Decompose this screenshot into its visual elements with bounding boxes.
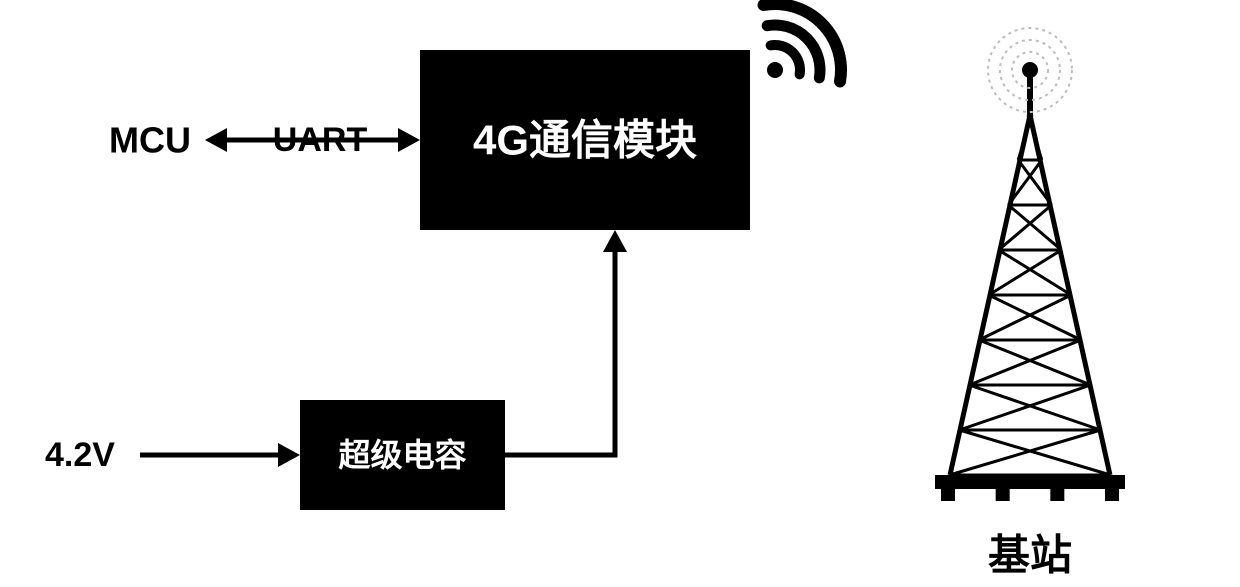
signal-icon — [764, 4, 841, 81]
node-comm-label: 4G通信模块 — [473, 117, 697, 164]
node-cap-label: 超级电容 — [338, 437, 466, 473]
diagram-canvas: 4G通信模块超级电容MCUUART4.2V基站 — [0, 0, 1240, 587]
label-mcu: MCU — [109, 120, 191, 161]
label-base: 基站 — [988, 532, 1072, 579]
arrow-head — [398, 128, 420, 152]
arrow-head — [205, 128, 227, 152]
edge-cap-comm — [505, 252, 615, 455]
tower-icon — [935, 28, 1125, 501]
arrow-head — [278, 443, 300, 467]
label-volt: 4.2V — [45, 436, 115, 474]
arrow-head — [603, 230, 627, 252]
